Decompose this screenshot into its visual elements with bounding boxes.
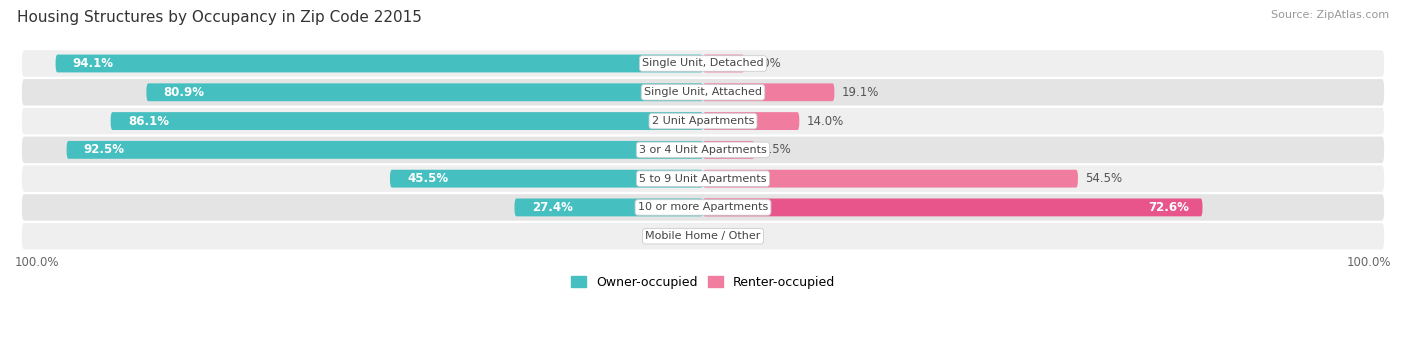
Text: 92.5%: 92.5% <box>84 143 125 157</box>
FancyBboxPatch shape <box>56 55 703 72</box>
Text: Housing Structures by Occupancy in Zip Code 22015: Housing Structures by Occupancy in Zip C… <box>17 10 422 25</box>
FancyBboxPatch shape <box>703 112 800 130</box>
Text: 80.9%: 80.9% <box>163 86 205 99</box>
FancyBboxPatch shape <box>22 194 1384 221</box>
Text: 0.0%: 0.0% <box>666 230 696 243</box>
Text: Source: ZipAtlas.com: Source: ZipAtlas.com <box>1271 10 1389 20</box>
FancyBboxPatch shape <box>146 83 703 101</box>
Text: 2 Unit Apartments: 2 Unit Apartments <box>652 116 754 126</box>
Text: 6.0%: 6.0% <box>751 57 780 70</box>
Text: 3 or 4 Unit Apartments: 3 or 4 Unit Apartments <box>640 145 766 155</box>
Text: 45.5%: 45.5% <box>408 172 449 185</box>
FancyBboxPatch shape <box>22 108 1384 134</box>
FancyBboxPatch shape <box>22 137 1384 163</box>
Text: 94.1%: 94.1% <box>73 57 114 70</box>
Text: 5 to 9 Unit Apartments: 5 to 9 Unit Apartments <box>640 174 766 184</box>
FancyBboxPatch shape <box>389 170 703 188</box>
Text: 100.0%: 100.0% <box>1347 256 1391 269</box>
Legend: Owner-occupied, Renter-occupied: Owner-occupied, Renter-occupied <box>571 276 835 289</box>
FancyBboxPatch shape <box>703 55 744 72</box>
FancyBboxPatch shape <box>22 165 1384 192</box>
Text: Single Unit, Detached: Single Unit, Detached <box>643 59 763 69</box>
Text: 54.5%: 54.5% <box>1085 172 1122 185</box>
Text: Mobile Home / Other: Mobile Home / Other <box>645 231 761 241</box>
Text: 0.0%: 0.0% <box>710 230 740 243</box>
FancyBboxPatch shape <box>22 50 1384 77</box>
Text: 27.4%: 27.4% <box>531 201 572 214</box>
FancyBboxPatch shape <box>515 198 703 216</box>
FancyBboxPatch shape <box>22 223 1384 250</box>
FancyBboxPatch shape <box>66 141 703 159</box>
Text: 19.1%: 19.1% <box>841 86 879 99</box>
FancyBboxPatch shape <box>703 170 1078 188</box>
FancyBboxPatch shape <box>703 83 834 101</box>
FancyBboxPatch shape <box>22 79 1384 105</box>
Text: 14.0%: 14.0% <box>806 115 844 128</box>
Text: Single Unit, Attached: Single Unit, Attached <box>644 87 762 97</box>
FancyBboxPatch shape <box>703 198 1202 216</box>
Text: 100.0%: 100.0% <box>15 256 59 269</box>
FancyBboxPatch shape <box>111 112 703 130</box>
Text: 72.6%: 72.6% <box>1147 201 1188 214</box>
Text: 7.5%: 7.5% <box>762 143 792 157</box>
FancyBboxPatch shape <box>703 141 755 159</box>
Text: 86.1%: 86.1% <box>128 115 169 128</box>
Text: 10 or more Apartments: 10 or more Apartments <box>638 203 768 212</box>
